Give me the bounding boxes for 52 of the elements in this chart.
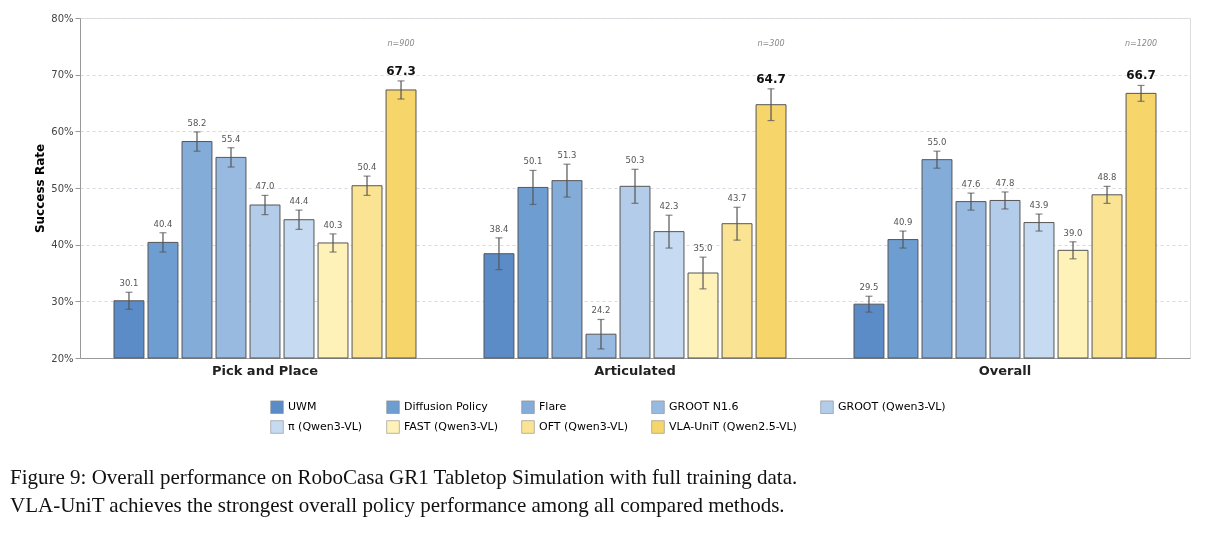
data-label: 67.3	[386, 63, 416, 78]
data-label: 48.8	[1097, 172, 1117, 183]
data-label: 55.4	[221, 133, 241, 144]
data-label: 30.1	[119, 278, 139, 289]
legend-label: GROOT (Qwen3-VL)	[838, 400, 946, 414]
data-label: 50.1	[523, 156, 543, 167]
data-label: 39.0	[1063, 227, 1083, 238]
data-label: 35.0	[693, 243, 713, 254]
data-label: 55.0	[927, 137, 947, 148]
data-label: 50.3	[625, 155, 645, 166]
data-label: 24.2	[591, 305, 611, 316]
legend-label: VLA-UniT (Qwen2.5-VL)	[669, 420, 797, 433]
y-tick-label: 50%	[51, 182, 74, 194]
annotation: n=300	[757, 39, 785, 48]
annotation: n=1200	[1124, 39, 1158, 48]
data-label: 40.4	[153, 218, 173, 229]
annotation: n=900	[387, 39, 415, 48]
legend-label: Diffusion Policy	[404, 400, 489, 414]
legend-label: GROOT N1.6	[669, 400, 739, 414]
legend-label: Flare	[539, 400, 567, 414]
data-label: 38.4	[489, 223, 509, 234]
y-tick-label: 20%	[51, 352, 74, 364]
data-label: 29.5	[859, 282, 879, 293]
legend-label: UWM	[288, 400, 317, 414]
legend-label: π (Qwen3-VL)	[288, 420, 363, 433]
legend-label: OFT (Qwen3-VL)	[539, 420, 628, 433]
y-tick-label: 70%	[51, 69, 74, 81]
data-label: 47.6	[961, 179, 981, 190]
data-label: 44.4	[289, 196, 309, 207]
data-label: 42.3	[659, 201, 679, 212]
data-label: 40.3	[323, 219, 343, 230]
x-tick-label: Pick and Place	[212, 362, 319, 378]
y-axis-title: Success Rate	[33, 143, 48, 234]
y-tick-label: 80%	[51, 12, 74, 24]
legend-label: FAST (Qwen3-VL)	[404, 420, 498, 433]
y-tick-label: 30%	[51, 295, 74, 307]
text: VLA-UniT achieves the strongest overall policy performance among all compared methods.	[10, 493, 785, 517]
x-tick-label: Articulated	[594, 362, 676, 378]
data-label: 64.7	[756, 71, 786, 86]
data-label: 47.8	[995, 177, 1015, 188]
y-tick-label: 40%	[51, 239, 74, 251]
data-label: 43.9	[1029, 200, 1049, 211]
data-label: 66.7	[1126, 68, 1156, 83]
data-label: 47.0	[255, 181, 275, 192]
data-label: 58.2	[187, 117, 207, 128]
data-label: 43.7	[727, 193, 747, 204]
x-tick-label: Overall	[978, 362, 1032, 378]
data-label: 40.9	[893, 217, 913, 228]
caption: Figure 9: Overall performance on RoboCasa GR1 Tabletop Simulation with full training data.	[10, 465, 798, 489]
data-label: 50.4	[357, 162, 377, 173]
y-tick-label: 60%	[51, 125, 74, 137]
data-label: 51.3	[557, 150, 577, 161]
